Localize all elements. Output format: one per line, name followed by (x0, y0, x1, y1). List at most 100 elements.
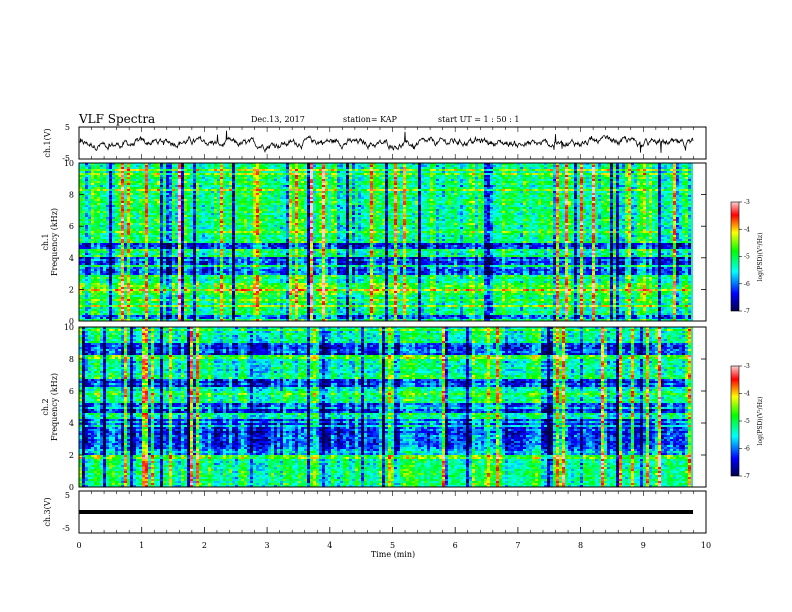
spectrogram-cell (196, 185, 199, 187)
spectrogram-cell (235, 185, 238, 187)
spectrogram-cell (307, 173, 310, 175)
spectrogram-cell (178, 169, 181, 171)
spectrogram-cell (364, 181, 367, 183)
spectrogram-cell (433, 181, 436, 183)
spectrogram-cell (214, 181, 217, 183)
spectrogram-cell (685, 177, 688, 179)
spectrogram-cell (163, 181, 166, 183)
spectrogram-cell (301, 165, 304, 167)
spectrogram-cell (277, 181, 280, 183)
spectrogram-cell (622, 175, 625, 177)
spectrogram-cell (553, 183, 556, 185)
spectrogram-cell (295, 185, 298, 187)
spectrogram-cell (592, 165, 595, 167)
spectrogram-cell (280, 171, 283, 173)
spectrogram-cell (457, 177, 460, 179)
spectrogram-cell (175, 179, 178, 181)
spectrogram-cell (511, 167, 514, 169)
spectrogram-cell (121, 173, 124, 175)
spectrogram-cell (541, 179, 544, 181)
spectrogram-cell (247, 179, 250, 181)
spectrogram-cell (148, 167, 151, 169)
spectrogram-cell (103, 177, 106, 179)
spectrogram-cell (607, 179, 610, 181)
spectrogram-cell (358, 179, 361, 181)
spectrogram-cell (298, 181, 301, 183)
spectrogram-cell (589, 175, 592, 177)
spectrogram-cell (217, 185, 220, 187)
spectrogram-cell (292, 177, 295, 179)
spectrogram-cell (181, 185, 184, 187)
spectrogram-cell (268, 165, 271, 167)
spectrogram-cell (268, 171, 271, 173)
spectrogram-cell (94, 167, 97, 169)
spectrogram-cell (325, 177, 328, 179)
spectrogram-cell (658, 181, 661, 183)
spectrogram-cell (325, 183, 328, 185)
spectrogram-cell (229, 169, 232, 171)
spectrogram-cell (493, 171, 496, 173)
spectrogram-cell (532, 167, 535, 169)
spectrogram-cell (262, 183, 265, 185)
spectrogram-cell (118, 181, 121, 183)
spectrogram-cell (550, 171, 553, 173)
spectrogram-cell (505, 179, 508, 181)
spectrogram-cell (466, 165, 469, 167)
spectrogram-cell (103, 183, 106, 185)
spectrogram-cell (187, 179, 190, 181)
spectrogram-cell (184, 173, 187, 175)
spectrogram-cell (94, 171, 97, 173)
spectrogram-cell (169, 169, 172, 171)
spectrogram-cell (457, 181, 460, 183)
spectrogram-cell (85, 179, 88, 181)
spectrogram-cell (91, 169, 94, 171)
spectrogram-cell (508, 177, 511, 179)
spectrogram-cell (418, 165, 421, 167)
spectrogram-cell (241, 179, 244, 181)
spectrogram-cell (295, 177, 298, 179)
spectrogram-cell (643, 167, 646, 169)
spectrogram-cell (139, 169, 142, 171)
spectrogram-cell (661, 181, 664, 183)
spectrogram-cell (352, 175, 355, 177)
spectrogram-cell (580, 177, 583, 179)
spectrogram-cell (562, 167, 565, 169)
spectrogram-cell (604, 171, 607, 173)
spectrogram-cell (367, 175, 370, 177)
spectrogram-cell (619, 167, 622, 169)
spectrogram-cell (433, 179, 436, 181)
spectrogram-cell (589, 177, 592, 179)
spectrogram-cell (616, 169, 619, 171)
spectrogram-cell (184, 181, 187, 183)
spectrogram-cell (274, 167, 277, 169)
spectrogram-cell (565, 165, 568, 167)
spectrogram-cell (466, 179, 469, 181)
spectrogram-cell (616, 183, 619, 185)
spectrogram-cell (679, 165, 682, 167)
spectrogram-cell (148, 183, 151, 185)
spectrogram-cell (172, 173, 175, 175)
spectrogram-cell (403, 171, 406, 173)
spectrogram-cell (376, 181, 379, 183)
spectrogram-cell (589, 165, 592, 167)
spectrogram-cell (622, 173, 625, 175)
spectrogram-cell (577, 173, 580, 175)
spectrogram-cell (586, 173, 589, 175)
spectrogram-cell (100, 183, 103, 185)
spectrogram-cell (268, 175, 271, 177)
spectrogram-cell (625, 179, 628, 181)
spectrogram-cell (295, 183, 298, 185)
spectrogram-cell (316, 185, 319, 187)
spectrogram-cell (688, 173, 691, 175)
spectrogram-cell (604, 173, 607, 175)
spectrogram-cell (211, 173, 214, 175)
spectrogram-cell (256, 183, 259, 185)
spectrogram-cell (568, 181, 571, 183)
spectrogram-cell (481, 183, 484, 185)
spectrogram-cell (457, 173, 460, 175)
spectrogram-cell (88, 171, 91, 173)
spectrogram-cell (241, 183, 244, 185)
spectrogram-cell (82, 177, 85, 179)
spectrogram-cell (226, 185, 229, 187)
spectrogram-cell (358, 169, 361, 171)
